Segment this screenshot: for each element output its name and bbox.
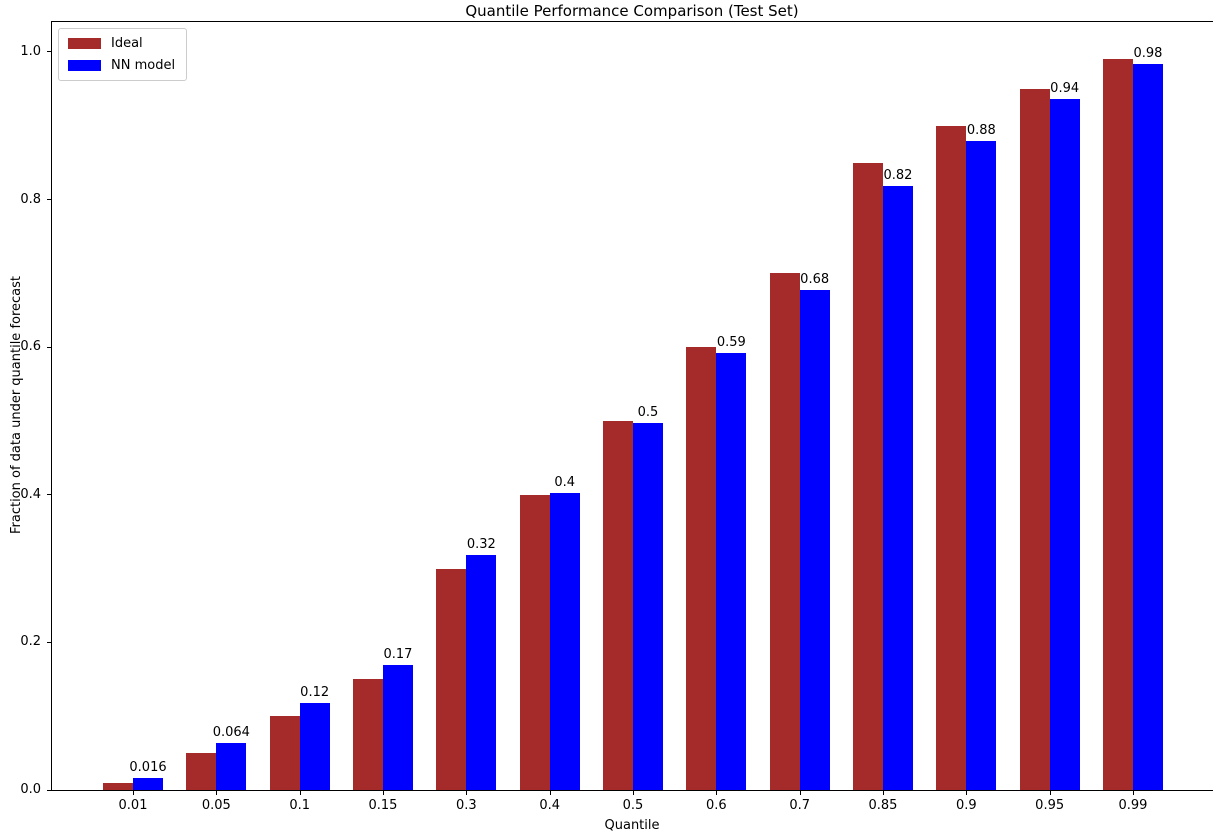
bar-value-label: 0.59 (716, 335, 746, 351)
bar-value-label: 0.82 (883, 168, 913, 184)
x-tick (549, 791, 551, 795)
x-tick-label: 0.9 (955, 798, 977, 813)
bar-nn-model (1132, 63, 1163, 790)
bar-value-label: 0.12 (300, 684, 330, 700)
bar-value-label: 0.94 (1050, 81, 1080, 97)
x-tick-label: 0.4 (539, 798, 560, 813)
x-tick (799, 791, 801, 795)
bar-ideal (186, 753, 217, 790)
x-tick-label: 0.05 (201, 798, 231, 813)
bar-ideal (436, 568, 467, 790)
y-tick (47, 641, 51, 643)
bar-nn-model (1049, 99, 1080, 790)
bar-value-label: 0.016 (129, 760, 167, 776)
x-tick-label: 0.7 (789, 798, 810, 813)
x-tick (1132, 791, 1134, 795)
bar-value-label: 0.5 (637, 405, 659, 421)
bar-nn-model (466, 555, 497, 790)
bar-value-label: 0.4 (554, 474, 575, 490)
bar-ideal (1019, 88, 1050, 790)
x-tick (299, 791, 301, 795)
y-tick (47, 789, 51, 791)
bar-ideal (852, 162, 883, 790)
legend-label-ideal: Ideal (111, 36, 143, 51)
y-axis-spine (51, 21, 52, 791)
x-tick (882, 791, 884, 795)
y-tick-label: 0.2 (20, 634, 41, 650)
bar-ideal (103, 782, 133, 790)
y-tick-label: 0.8 (20, 191, 41, 207)
chart-title: Quantile Performance Comparison (Test Se… (465, 2, 799, 20)
top-spine (51, 21, 1213, 22)
x-tick-label: 0.5 (622, 798, 644, 813)
y-tick (47, 494, 51, 496)
bar-ideal (269, 716, 300, 790)
bar-value-label: 0.98 (1133, 45, 1163, 61)
bar-nn-model (882, 186, 913, 790)
bar-value-label: 0.68 (800, 272, 830, 288)
y-tick-label: 1.0 (20, 43, 41, 59)
bar-nn-model (299, 702, 330, 790)
bar-value-label: 0.17 (383, 646, 413, 662)
bar-nn-model (632, 423, 663, 790)
y-tick (47, 199, 51, 201)
x-tick-label: 0.99 (1118, 798, 1148, 813)
bar-ideal (352, 679, 383, 790)
x-tick-label: 0.01 (118, 798, 148, 813)
x-tick (216, 791, 218, 795)
bar-nn-model (966, 140, 997, 790)
bar-ideal (936, 125, 967, 790)
bar-value-label: 0.064 (212, 724, 250, 740)
y-tick-label: 0.4 (20, 486, 41, 502)
x-tick-label: 0.15 (368, 798, 398, 813)
y-tick-label: 0.0 (20, 782, 41, 797)
plot-area: 0.016 0.064 0.12 0.17 0.32 0.4 0.5 0.59 0.68 0.82… (51, 21, 1213, 790)
x-tick (466, 791, 468, 795)
x-axis-label: Quantile (604, 818, 660, 833)
legend-item-ideal: Ideal (68, 36, 175, 51)
bar-ideal (519, 494, 550, 790)
y-tick-label: 0.6 (20, 339, 41, 355)
bar-nn-model (549, 492, 580, 790)
bar-ideal (686, 347, 717, 790)
x-tick (966, 791, 968, 795)
bar-ideal (769, 273, 800, 790)
x-tick (1049, 791, 1051, 795)
x-tick-label: 0.85 (868, 798, 898, 813)
legend-item-nn-model: NN model (68, 58, 175, 73)
legend-label-nn-model: NN model (111, 58, 176, 73)
bar-nn-model (133, 778, 163, 790)
x-tick (382, 791, 384, 795)
legend-patch-nn-model (68, 60, 101, 71)
x-tick-label: 0.6 (705, 798, 727, 813)
x-tick-label: 0.1 (289, 798, 310, 813)
legend-patch-ideal (68, 38, 101, 49)
bar-value-label: 0.88 (966, 122, 996, 138)
bar-ideal (602, 421, 633, 790)
x-tick-label: 0.3 (455, 798, 477, 813)
bar-value-label: 0.32 (466, 537, 496, 553)
x-tick-label: 0.95 (1035, 798, 1065, 813)
legend: Ideal NN model (58, 28, 188, 81)
x-axis-spine (51, 790, 1213, 791)
y-tick (47, 51, 51, 53)
bar-nn-model (716, 353, 747, 790)
x-tick (133, 791, 134, 795)
bar-nn-model (799, 290, 830, 790)
bar-nn-model (216, 742, 247, 790)
bar-ideal (1102, 59, 1133, 790)
y-tick (47, 346, 51, 348)
bar-nn-model (382, 664, 413, 790)
x-tick (632, 791, 634, 795)
x-tick (716, 791, 718, 795)
